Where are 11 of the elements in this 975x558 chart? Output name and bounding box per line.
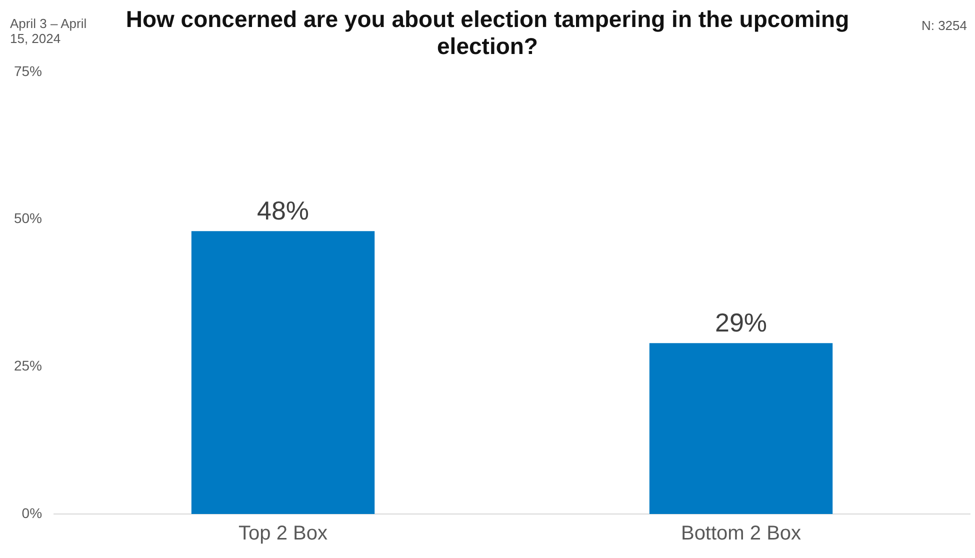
x-tick-label: Bottom 2 Box bbox=[680, 522, 802, 545]
x-tick-label: Top 2 Box bbox=[238, 522, 328, 545]
y-tick-label: 75% bbox=[14, 62, 42, 79]
y-tick-label: 0% bbox=[22, 504, 42, 521]
text: April 3 – April 15, 2024 bbox=[10, 16, 88, 46]
data-label: 29% bbox=[714, 307, 768, 338]
y-tick-label: 50% bbox=[14, 210, 42, 226]
text: N: 3254 bbox=[921, 18, 967, 33]
chart-title: How concerned are you about election tampering in the upcoming election? bbox=[126, 6, 850, 59]
y-tick-label: 25% bbox=[14, 358, 42, 374]
data-label: 48% bbox=[256, 195, 310, 226]
